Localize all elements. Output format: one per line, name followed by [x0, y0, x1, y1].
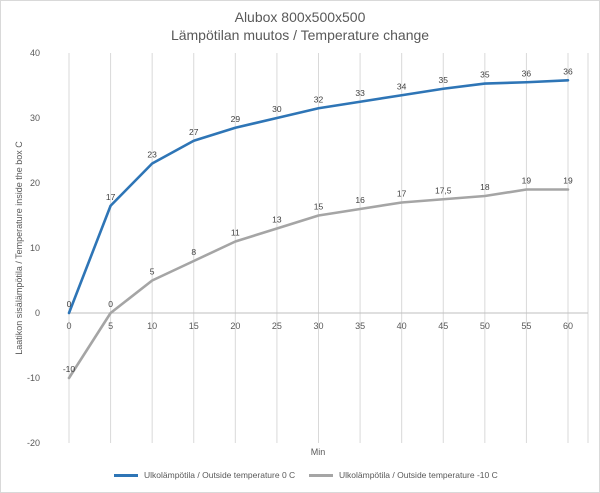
- data-label: 35: [439, 75, 449, 85]
- x-tick-label: 0: [66, 321, 71, 331]
- legend-label: Ulkolämpötila / Outside temperature -10 …: [339, 470, 498, 480]
- x-tick-label: 55: [521, 321, 531, 331]
- data-label: -10: [63, 364, 76, 374]
- data-label: 8: [191, 247, 196, 257]
- x-tick-label: 50: [480, 321, 490, 331]
- series-line-1: [67, 188, 570, 380]
- x-tick-label: 60: [563, 321, 573, 331]
- data-label: 11: [231, 228, 240, 238]
- chart-title: Alubox 800x500x500: [234, 9, 366, 25]
- x-tick-label: 40: [397, 321, 407, 331]
- data-label: 19: [563, 176, 573, 186]
- y-tick-label: -20: [27, 438, 40, 448]
- data-label: 30: [272, 104, 282, 114]
- y-axis-label: Laatikon sisälämpötila / Temperature ins…: [14, 141, 24, 355]
- data-label: 36: [522, 68, 532, 78]
- y-tick-label: 0: [35, 308, 40, 318]
- y-tick-label: -10: [27, 373, 40, 383]
- y-tick-label: 40: [30, 48, 40, 58]
- data-label: 15: [314, 202, 324, 212]
- data-label: 32: [314, 94, 324, 104]
- x-tick-label: 45: [438, 321, 448, 331]
- y-tick-label: 20: [30, 178, 40, 188]
- legend-label: Ulkolämpötila / Outside temperature 0 C: [144, 470, 296, 480]
- data-label: 29: [231, 114, 241, 124]
- data-label: 19: [522, 176, 532, 186]
- data-labels: 0 17 23 27 29 30 32 33 34 35 35 36 36 -10 0 5 8 11 13 15 16 1…: [63, 66, 573, 374]
- x-tick-label: 20: [230, 321, 240, 331]
- legend-swatch: [114, 473, 138, 477]
- x-tick-label: 25: [272, 321, 282, 331]
- chart-grid: [68, 53, 589, 443]
- data-label: 0: [108, 299, 113, 309]
- x-axis-label: Min: [311, 447, 326, 457]
- data-label: 13: [272, 215, 282, 225]
- data-label: 0: [67, 299, 72, 309]
- x-tick-label: 5: [108, 321, 113, 331]
- data-label: 17,5: [435, 185, 452, 195]
- data-label: 18: [480, 182, 490, 192]
- data-label: 34: [397, 81, 407, 91]
- chart-subtitle: Lämpötilan muutos / Temperature change: [170, 27, 430, 43]
- x-tick-label: 35: [355, 321, 365, 331]
- data-label: 16: [355, 195, 365, 205]
- data-label: 23: [147, 150, 157, 160]
- series-line-0: [67, 79, 570, 315]
- data-label: 35: [480, 70, 490, 80]
- legend-item-minus10c: Ulkolämpötila / Outside temperature -10 …: [309, 470, 498, 480]
- y-tick-label: 10: [30, 243, 40, 253]
- legend-item-0c: Ulkolämpötila / Outside temperature 0 C: [114, 470, 295, 480]
- x-tick-label: 10: [147, 321, 157, 331]
- chart-series: [67, 79, 570, 380]
- legend: Ulkolämpötila / Outside temperature 0 C …: [0, 470, 600, 486]
- legend-swatch: [309, 473, 333, 477]
- data-label: 36: [563, 66, 573, 76]
- x-tick-label: 15: [189, 321, 199, 331]
- data-label: 27: [189, 127, 199, 137]
- data-label: 33: [355, 88, 365, 98]
- data-label: 17: [106, 192, 116, 202]
- data-label: 5: [150, 267, 155, 277]
- x-tick-label: 30: [313, 321, 323, 331]
- data-label: 17: [397, 189, 407, 199]
- y-tick-label: 30: [30, 113, 40, 123]
